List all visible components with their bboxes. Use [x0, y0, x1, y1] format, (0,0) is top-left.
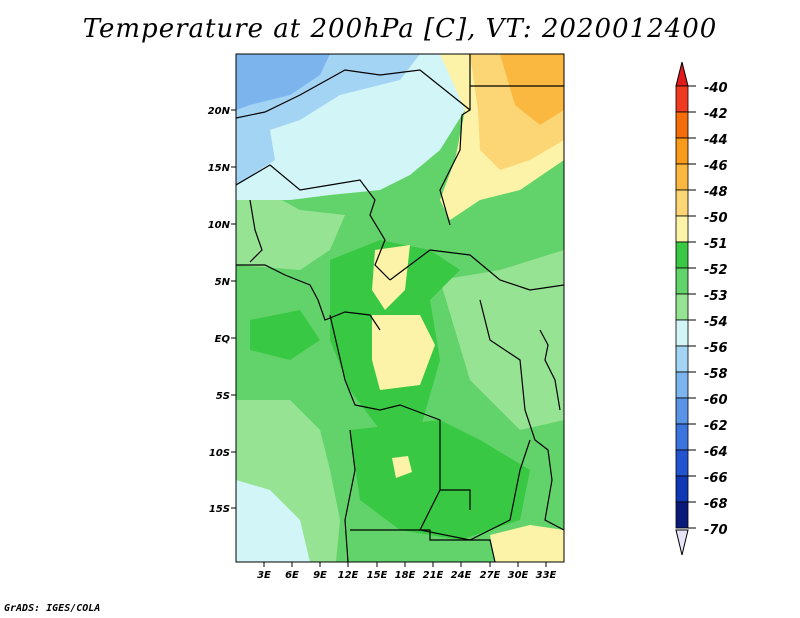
colorbar-label: -40 [704, 81, 728, 96]
lon-label: 21E [423, 570, 444, 581]
lon-ticks [263, 562, 547, 567]
lat-label: 15S [209, 504, 230, 515]
lon-label: 6E [285, 570, 299, 581]
border-line [236, 164, 391, 281]
lon-label: 30E [508, 570, 529, 581]
field-48-northeast [500, 54, 564, 125]
lat-labels: 20N 15N 10N 5N EQ 5S 10S 15S [208, 106, 231, 515]
border-line [329, 314, 531, 541]
colorbar-label: -68 [704, 497, 728, 512]
lat-label: 5S [216, 391, 230, 402]
colorbar-label: -48 [704, 185, 728, 200]
colorbar-label: -44 [704, 133, 728, 148]
lat-label: 20N [208, 106, 231, 117]
colorbar-swatch [675, 501, 689, 529]
field-60 [236, 54, 330, 110]
colorbar-swatch [675, 319, 689, 347]
colorbar-swatch [675, 397, 689, 425]
colorbar: -40 -42 -44 -46 -48 -50 -51 -52 -53 -54 … [675, 61, 728, 556]
colorbar-label: -66 [704, 471, 728, 486]
colorbar-label: -50 [704, 211, 728, 226]
colorbar-label: -56 [704, 341, 728, 356]
colorbar-label: -53 [704, 289, 728, 304]
lon-label: 9E [313, 570, 327, 581]
colorbar-swatch [675, 423, 689, 451]
lon-label: 15E [367, 570, 388, 581]
field-51-central [372, 315, 435, 390]
colorbar-labels: -40 -42 -44 -46 -48 -50 -51 -52 -53 -54 … [704, 81, 728, 538]
lon-label: 12E [338, 570, 359, 581]
lon-label: 24E [451, 570, 472, 581]
temperature-field [236, 54, 564, 562]
colorbar-top-arrow [675, 61, 689, 87]
colorbar-swatch [675, 293, 689, 321]
colorbar-label: -52 [704, 263, 728, 278]
border-line [479, 299, 564, 531]
border-line [350, 529, 496, 562]
colorbar-swatch [675, 85, 689, 113]
lat-label: 5N [215, 277, 231, 288]
colorbar-swatch [675, 475, 689, 503]
colorbar-swatch [675, 449, 689, 477]
border-line [440, 489, 471, 510]
field-56-southwest [236, 480, 310, 562]
field-54-east [440, 250, 564, 430]
grads-credit: GrADS: IGES/COLA [4, 603, 101, 614]
colorbar-swatch [675, 111, 689, 139]
lon-label: 27E [480, 570, 501, 581]
border-line [249, 199, 263, 263]
lat-label: 10N [208, 220, 231, 231]
lon-label: 3E [257, 570, 271, 581]
coastline [344, 429, 356, 562]
map-frame [235, 53, 565, 563]
colorbar-swatch [675, 137, 689, 165]
colorbar-swatch [675, 371, 689, 399]
colorbar-label: -58 [704, 367, 728, 382]
colorbar-label: -54 [704, 315, 728, 330]
colorbar-swatch [675, 241, 689, 269]
lat-ticks [231, 109, 236, 509]
lat-label: 10S [209, 448, 230, 459]
colorbar-label: -60 [704, 393, 728, 408]
colorbar-ticks [688, 85, 696, 529]
field-51-central-north [372, 245, 410, 310]
colorbar-label: -62 [704, 419, 728, 434]
border-line [236, 69, 472, 226]
colorbar-bottom-arrow [675, 529, 689, 556]
colorbar-swatch [675, 215, 689, 243]
chart-title: Temperature at 200hPa [C], VT: 202001240… [82, 14, 718, 44]
colorbar-swatch [675, 267, 689, 295]
colorbar-label: -64 [704, 445, 728, 460]
colorbar-label: -46 [704, 159, 728, 174]
field-51-south-patch [392, 456, 412, 478]
field-52-west [250, 310, 320, 360]
lat-label: 15N [208, 163, 231, 174]
colorbar-label: -70 [704, 523, 728, 538]
coastline [236, 264, 381, 331]
coastline [539, 329, 561, 411]
colorbar-label: -42 [704, 107, 728, 122]
political-boundaries [236, 54, 564, 562]
colorbar-swatch [675, 189, 689, 217]
colorbar-swatch [675, 163, 689, 191]
colorbar-label: -51 [704, 237, 728, 252]
lat-label: EQ [215, 334, 231, 345]
lon-labels: 3E 6E 9E 12E 15E 18E 21E 24E 27E 30E 33E [257, 570, 556, 581]
border-line [389, 249, 564, 291]
colorbar-swatch [675, 345, 689, 373]
border-line [469, 54, 564, 110]
colorbar-blocks [675, 85, 689, 529]
field-51-southeast [490, 525, 564, 562]
lon-label: 33E [536, 570, 557, 581]
lon-label: 18E [395, 570, 416, 581]
